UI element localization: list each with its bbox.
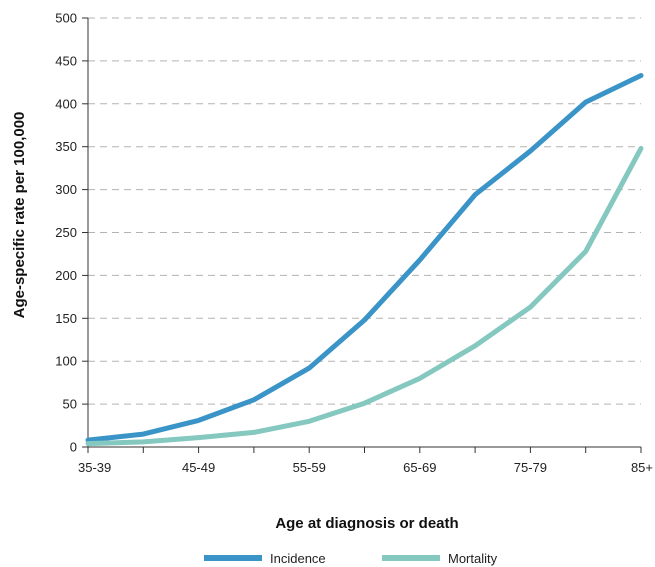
y-tick-label: 0 [70,440,77,455]
y-tick-label: 150 [55,311,77,326]
grid-lines [88,17,641,405]
y-tick-label: 500 [55,11,77,26]
y-tick-label: 350 [55,139,77,154]
x-tick-label: 85+ [631,460,653,475]
y-tick-label: 100 [55,354,77,369]
legend-label-mortality: Mortality [448,551,498,566]
y-tick-label: 450 [55,53,77,68]
y-tick-labels: 0 50 100 150 200 250 300 350 400 450 500 [55,11,77,455]
x-tick-label: 45-49 [182,460,215,475]
series-line-incidence [85,73,644,443]
y-tick-label: 200 [55,268,77,283]
y-tick-label: 400 [55,96,77,111]
series-lines [85,73,644,447]
x-tick-label: 75-79 [514,460,547,475]
y-tick-label: 50 [63,397,77,412]
axes [82,17,642,453]
y-tick-label: 250 [55,225,77,240]
legend-label-incidence: Incidence [270,551,326,566]
x-axis-title: Age at diagnosis or death [275,515,458,532]
x-tick-labels: 35-39 45-49 55-59 65-69 75-79 85+ [78,460,653,475]
series-line-mortality [85,145,644,447]
x-tick-label: 55-59 [293,460,326,475]
legend: Incidence Mortality [204,551,498,566]
y-axis-title: Age-specific rate per 100,000 [11,112,28,319]
y-tick-label: 300 [55,182,77,197]
x-tick-label: 35-39 [78,460,111,475]
x-tick-label: 65-69 [403,460,436,475]
